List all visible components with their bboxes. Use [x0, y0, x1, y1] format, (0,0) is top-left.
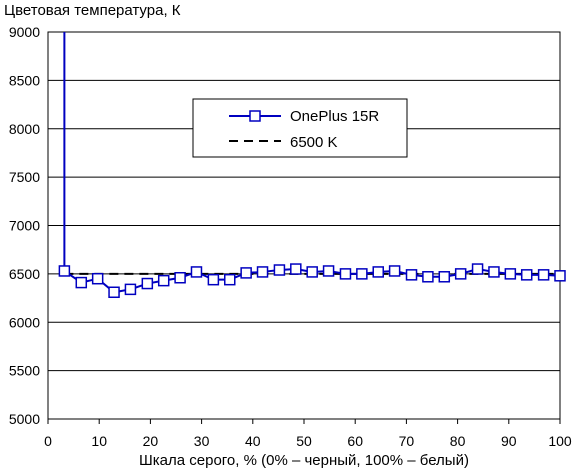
x-tick-label: 90 [501, 433, 517, 449]
x-tick-label: 20 [143, 433, 159, 449]
data-point-oneplus [174, 271, 186, 284]
y-tick-label: 7000 [9, 218, 40, 234]
x-tick-label: 70 [399, 433, 415, 449]
data-point-oneplus [224, 273, 236, 286]
x-tick-label: 100 [548, 433, 572, 449]
y-axis-ticks: 5000 5500 6000 6500 7000 7500 8000 8500 9000 [9, 24, 40, 427]
data-point-oneplus [58, 265, 71, 277]
x-tick-label: 0 [44, 433, 52, 449]
data-point-oneplus [356, 268, 368, 280]
x-tick-label: 10 [91, 433, 107, 449]
legend: OnePlus 15R 6500 K [192, 98, 408, 158]
x-tick-label: 40 [245, 433, 261, 449]
data-point-oneplus [108, 286, 120, 299]
data-point-oneplus [438, 271, 451, 283]
y-tick-label: 5500 [9, 363, 40, 379]
legend-label-6500k: 6500 K [290, 134, 338, 151]
grid-lines [48, 31, 560, 420]
y-tick-label: 6000 [9, 314, 40, 330]
legend-box [192, 98, 408, 158]
data-point-oneplus [256, 266, 269, 278]
data-series [58, 32, 566, 299]
x-axis-ticks: 0 10 20 30 40 50 60 70 80 90 100 [44, 419, 572, 449]
y-tick-label: 6500 [9, 266, 40, 282]
data-point-oneplus [322, 265, 335, 277]
plot-area-frame [47, 31, 561, 420]
x-tick-label: 50 [296, 433, 312, 449]
data-point-oneplus [240, 267, 252, 279]
y-tick-label: 7500 [9, 169, 40, 185]
data-point-oneplus [306, 266, 318, 278]
x-tick-label: 60 [347, 433, 363, 449]
data-point-oneplus [290, 263, 302, 275]
data-point-oneplus [75, 276, 88, 289]
data-point-oneplus [520, 269, 533, 281]
x-tick-label: 30 [194, 433, 210, 449]
y-tick-label: 9000 [9, 24, 40, 40]
data-point-oneplus [372, 266, 384, 278]
data-point-oneplus [339, 268, 352, 280]
chart-title: Цветовая температура, К [4, 2, 181, 19]
data-point-oneplus [422, 271, 434, 283]
data-point-oneplus [471, 263, 484, 275]
data-point-oneplus [273, 264, 286, 276]
data-point-oneplus [141, 277, 154, 290]
data-point-oneplus [207, 273, 220, 286]
data-point-oneplus [488, 266, 500, 278]
data-point-oneplus [405, 269, 418, 281]
data-point-oneplus [91, 272, 104, 285]
data-point-oneplus [554, 270, 566, 282]
y-tick-label: 5000 [9, 411, 40, 427]
legend-marker-oneplus [249, 110, 261, 122]
data-point-oneplus [504, 268, 517, 280]
data-point-oneplus [388, 265, 401, 277]
data-point-oneplus [124, 283, 137, 296]
data-point-oneplus [454, 268, 467, 280]
y-tick-label: 8500 [9, 72, 40, 88]
data-point-oneplus [190, 266, 203, 278]
data-point-oneplus [537, 269, 550, 281]
y-tick-label: 8000 [9, 121, 40, 137]
x-axis-label: Шкала серого, % (0% – черный, 100% – бел… [139, 452, 469, 469]
series-line-oneplus [63, 32, 561, 294]
data-point-oneplus [157, 274, 170, 287]
x-tick-label: 80 [450, 433, 466, 449]
legend-label-oneplus: OnePlus 15R [290, 108, 379, 125]
